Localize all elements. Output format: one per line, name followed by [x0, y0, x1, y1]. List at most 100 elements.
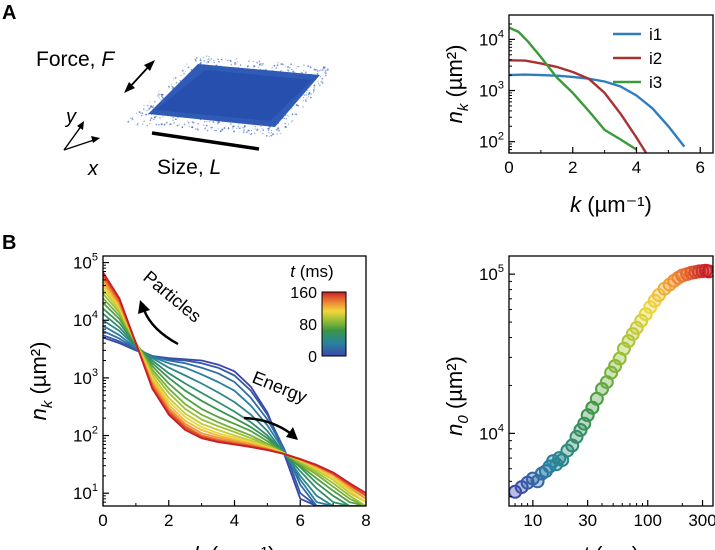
cloud-dot: [171, 85, 173, 88]
cloud-dot: [140, 112, 142, 114]
cloud-dot: [318, 84, 321, 87]
panel-label-b: B: [2, 232, 16, 254]
cloud-dot: [192, 122, 195, 125]
cloud-dot: [138, 111, 141, 114]
cloud-dot: [300, 71, 303, 74]
cloud-dot: [187, 121, 190, 124]
x-tick-label: 8: [361, 511, 370, 530]
cloud-dot: [184, 66, 186, 68]
cloud-dot: [235, 63, 237, 65]
cloud-dot: [150, 117, 153, 119]
cloud-dot: [260, 125, 262, 127]
cloud-dot: [229, 59, 232, 62]
cloud-dot: [317, 73, 319, 75]
cloud-dot: [233, 125, 235, 127]
cloud-dot: [321, 81, 324, 84]
colorbar: [321, 291, 347, 357]
energy-arrowhead: [286, 427, 298, 440]
cloud-dot: [176, 124, 179, 127]
cloud-dot: [179, 79, 182, 82]
cloud-dot: [285, 118, 287, 120]
cloud-dot: [203, 121, 206, 123]
cloud-dot: [182, 70, 184, 72]
cloud-dot: [306, 92, 308, 94]
cloud-dot: [209, 59, 211, 61]
cloud-dot: [312, 89, 315, 91]
cloud-dot: [158, 93, 161, 96]
cloud-dot: [157, 94, 159, 97]
cloud-dot: [317, 83, 320, 85]
cloud-dot: [268, 131, 270, 134]
cloud-dot: [262, 63, 264, 65]
cloud-dot: [302, 64, 305, 67]
cloud-dot: [261, 62, 263, 65]
cloud-dot: [254, 128, 256, 130]
cloud-dot: [155, 123, 158, 126]
cloud-dot: [270, 134, 273, 137]
cloud-dot: [205, 55, 208, 57]
series-line-t50: [103, 313, 366, 506]
cloud-dot: [237, 126, 239, 128]
coordinate-axes: [63, 121, 100, 151]
cloud-dot: [302, 106, 304, 108]
cloud-dot: [287, 69, 290, 72]
cloud-dot: [288, 115, 290, 117]
cloud-dot: [141, 112, 144, 115]
cloud-dot: [282, 63, 285, 66]
cloud-dot: [186, 63, 188, 65]
cloud-dot: [248, 129, 250, 132]
cloud-dot: [305, 100, 307, 102]
cloud-dot: [310, 96, 312, 99]
cloud-dot: [250, 130, 252, 132]
cloud-dot: [147, 109, 149, 111]
cloud-dot: [316, 70, 319, 72]
cloud-dot: [225, 58, 227, 60]
cloud-dot: [325, 74, 327, 77]
cloud-dot: [305, 99, 307, 101]
x-tick-label: 2: [568, 158, 577, 177]
cloud-dot: [292, 70, 294, 73]
x-tick-label: 30: [578, 511, 597, 530]
legend-label-i1: i1: [649, 25, 662, 44]
cloud-dot: [238, 123, 240, 125]
cloud-dot: [195, 128, 197, 130]
cloud-dot: [221, 59, 223, 61]
cloud-dot: [194, 58, 197, 61]
y-tick-label: 105: [73, 252, 98, 273]
cloud-dot: [146, 125, 148, 127]
cloud-dot: [315, 68, 318, 71]
series-line-i3: [509, 26, 638, 151]
cloud-dot: [223, 127, 226, 129]
cloud-dot: [270, 129, 273, 132]
cloud-dot: [239, 127, 241, 129]
x-tick-label: 6: [296, 511, 305, 530]
x-tick-label: 4: [230, 511, 239, 530]
y-axis-title: nk (µm²): [442, 45, 472, 124]
cloud-dot: [236, 58, 238, 60]
cloud-dot: [305, 94, 307, 96]
cloud-dot: [170, 83, 173, 85]
data-point: [569, 429, 584, 444]
cloud-dot: [230, 64, 232, 66]
cloud-dot: [295, 67, 297, 69]
cloud-dot: [325, 69, 327, 71]
cloud-dot: [275, 67, 278, 69]
cloud-dot: [143, 104, 145, 107]
panel-label-a: A: [2, 2, 16, 24]
cloud-dot: [248, 60, 250, 62]
cloud-dot: [323, 71, 326, 74]
cloud-dot: [197, 128, 199, 131]
cloud-dot: [259, 130, 262, 132]
cloud-dot: [250, 133, 252, 136]
cloud-dot: [173, 122, 175, 125]
cloud-dot: [161, 95, 164, 97]
cloud-dot: [231, 127, 234, 129]
cloud-dot: [298, 65, 300, 68]
cloud-dot: [183, 123, 186, 126]
cloud-dot: [210, 58, 212, 60]
x-tick-label: 300: [688, 511, 715, 530]
cloud-dot: [175, 118, 177, 120]
legend-label-i2: i2: [649, 49, 662, 68]
cloud-dot: [279, 132, 282, 135]
force-label: Force, F: [36, 48, 115, 71]
